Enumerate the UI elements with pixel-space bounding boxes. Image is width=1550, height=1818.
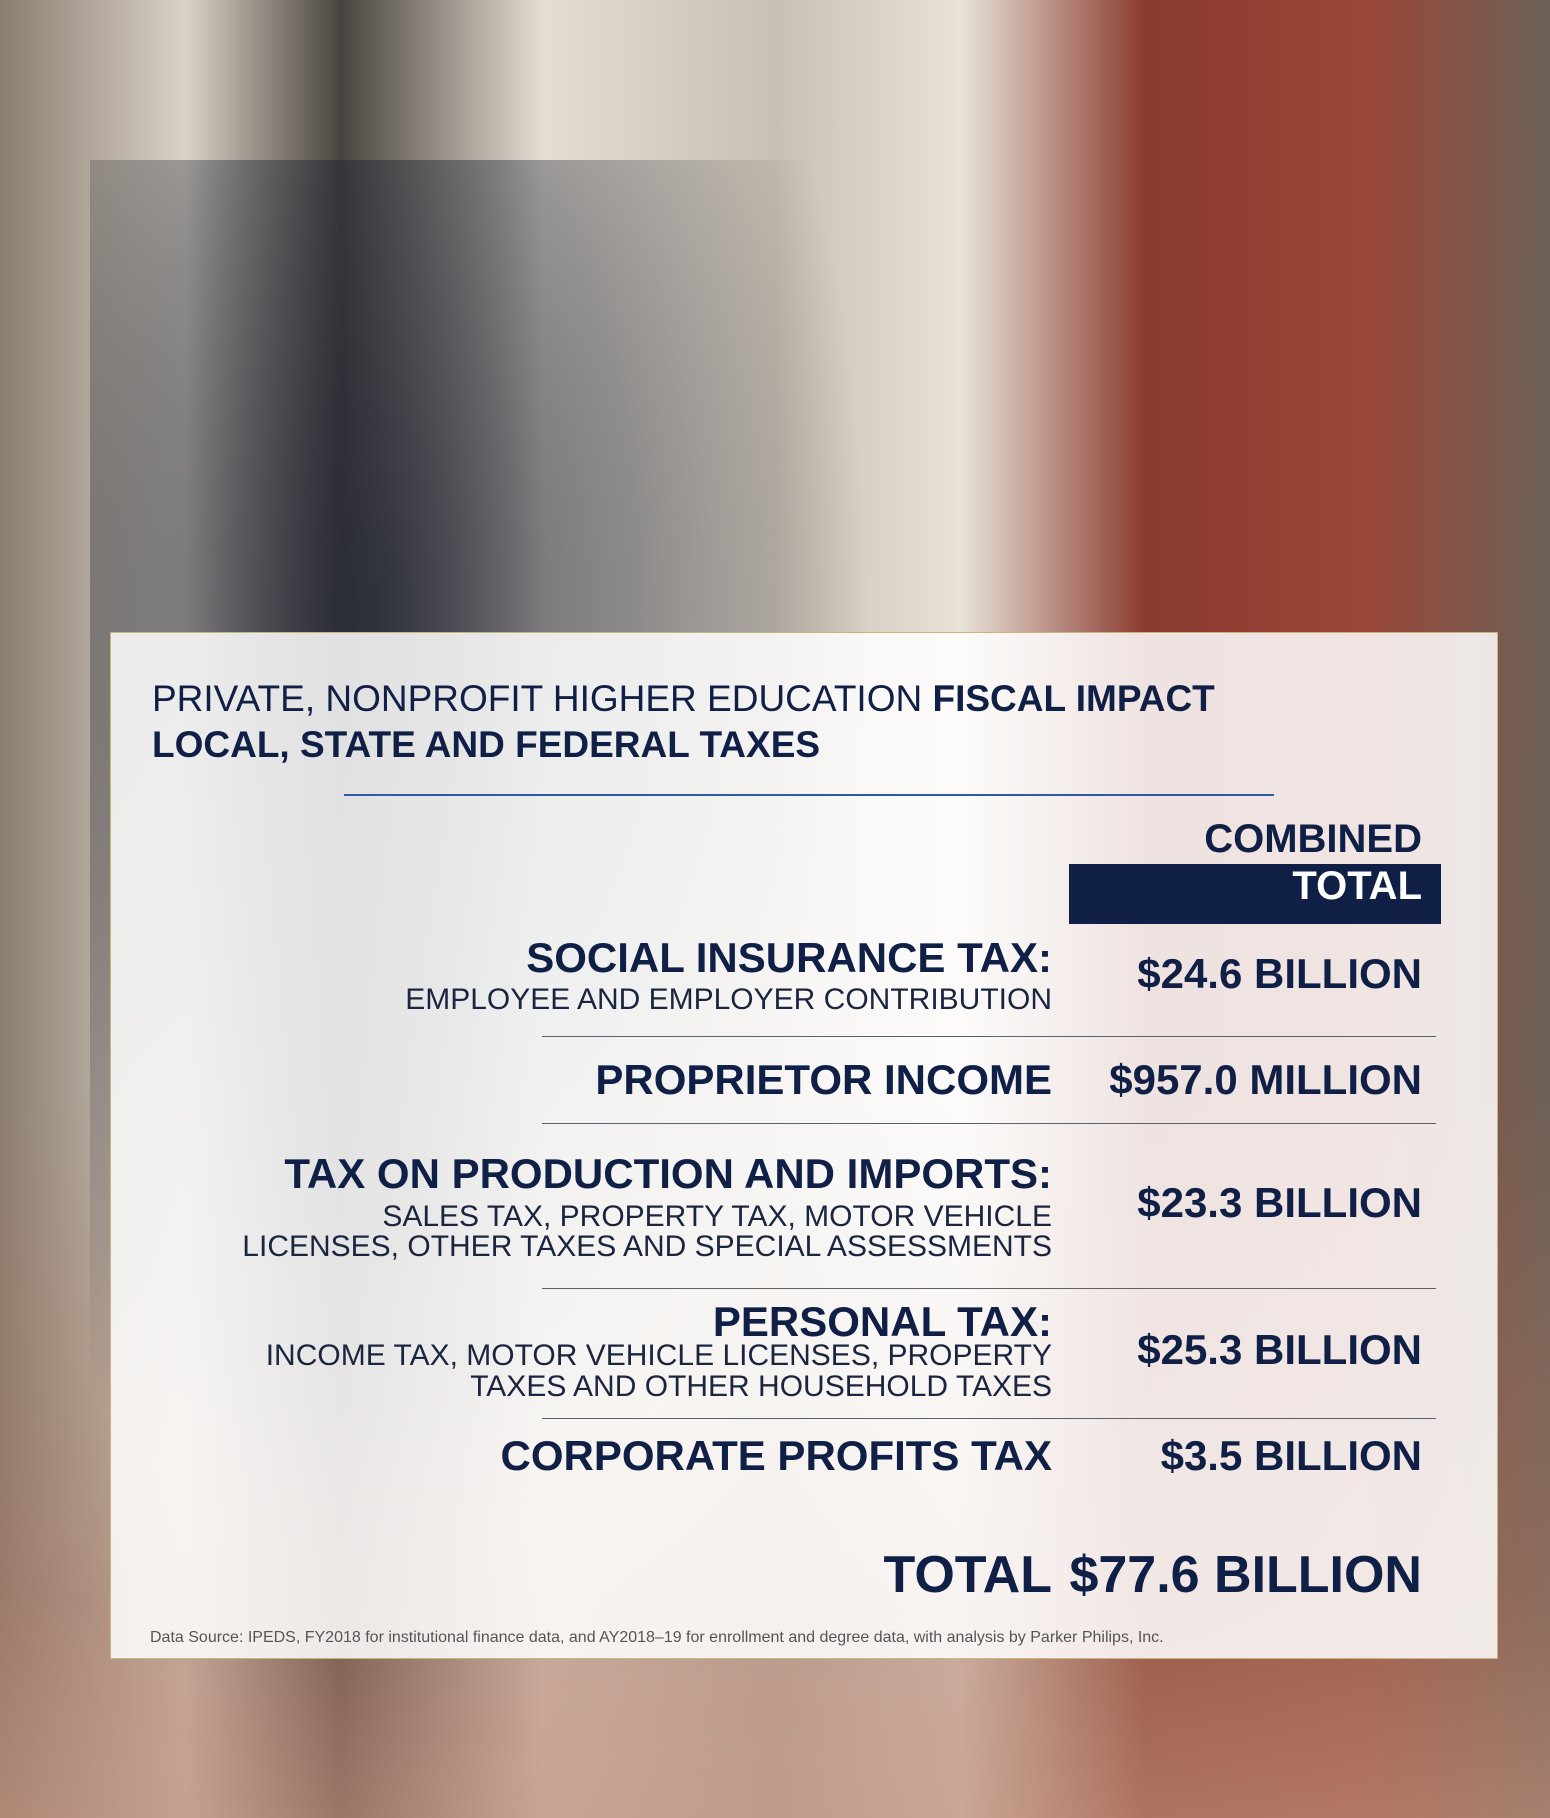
title-line-2: LOCAL, STATE AND FEDERAL TAXES	[152, 724, 821, 765]
total-label: TOTAL	[883, 1546, 1053, 1604]
source-note: Data Source: IPEDS, FY2018 for instituti…	[150, 1629, 1164, 1646]
divider	[344, 794, 1274, 796]
total-value: $77.6 BILLION	[1069, 1546, 1422, 1604]
row-label: PROPRIETOR INCOME	[595, 1056, 1052, 1103]
row-separator	[542, 1288, 1436, 1289]
row-value: $3.5 BILLION	[1160, 1432, 1422, 1479]
panel	[110, 632, 1498, 1659]
row-value: $957.0 MILLION	[1109, 1056, 1422, 1103]
row-separator	[542, 1418, 1436, 1419]
header-box	[1069, 864, 1441, 924]
row-description: LICENSES, OTHER TAXES AND SPECIAL ASSESS…	[242, 1230, 1052, 1263]
row-description: INCOME TAX, MOTOR VEHICLE LICENSES, PROP…	[265, 1339, 1052, 1372]
row-label: CORPORATE PROFITS TAX	[500, 1432, 1052, 1479]
row-value: $25.3 BILLION	[1137, 1326, 1422, 1373]
row-description: EMPLOYEE AND EMPLOYER CONTRIBUTION	[405, 983, 1052, 1016]
row-separator	[542, 1036, 1436, 1037]
header-line-1: COMBINED	[1204, 817, 1422, 861]
header-line-2: TOTAL	[1292, 864, 1422, 908]
row-description: SALES TAX, PROPERTY TAX, MOTOR VEHICLE	[382, 1200, 1052, 1233]
row-description: TAXES AND OTHER HOUSEHOLD TAXES	[470, 1370, 1052, 1403]
row-value: $23.3 BILLION	[1137, 1179, 1422, 1226]
row-label: SOCIAL INSURANCE TAX:	[526, 934, 1052, 981]
row-label: PERSONAL TAX:	[712, 1298, 1052, 1345]
title-line-1: PRIVATE, NONPROFIT HIGHER EDUCATION FISC…	[152, 680, 1215, 717]
row-label: TAX ON PRODUCTION AND IMPORTS:	[284, 1150, 1052, 1197]
title-emphasis: FISCAL IMPACT	[932, 678, 1215, 719]
title-lead: PRIVATE, NONPROFIT HIGHER EDUCATION	[152, 678, 923, 719]
row-separator	[542, 1123, 1436, 1124]
row-value: $24.6 BILLION	[1137, 950, 1422, 997]
